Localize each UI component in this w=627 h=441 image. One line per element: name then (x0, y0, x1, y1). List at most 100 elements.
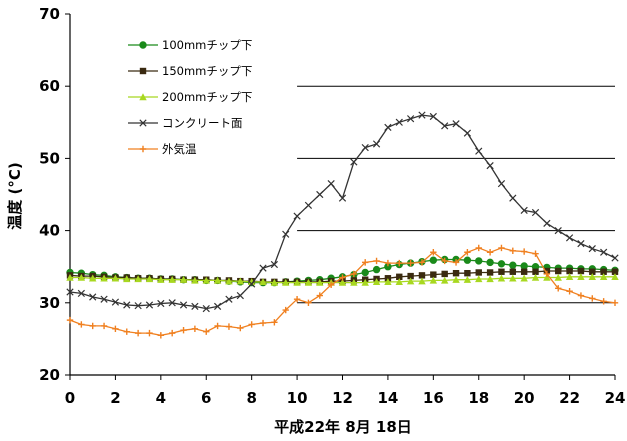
data-point (532, 268, 539, 275)
data-point (441, 122, 449, 130)
data-point (555, 285, 562, 292)
series-line (69, 247, 616, 336)
data-point (214, 322, 221, 330)
x-axis-label: 平成22年 8月 18日 (274, 418, 412, 436)
data-point (213, 302, 222, 311)
data-point (599, 273, 608, 281)
data-point (191, 302, 199, 311)
data-point (429, 256, 438, 264)
data-point (66, 273, 74, 281)
data-point (589, 268, 596, 275)
data-point (293, 212, 301, 220)
data-point (237, 324, 244, 332)
data-point (407, 259, 414, 267)
data-point (543, 273, 551, 281)
data-point (100, 322, 108, 330)
data-point (611, 268, 619, 275)
data-point (486, 161, 494, 170)
y-axis-label: 温度 (°C) (6, 162, 24, 229)
legend-marker (139, 67, 147, 75)
data-point (248, 280, 256, 288)
data-point (600, 268, 607, 275)
data-point (565, 273, 574, 281)
data-point (270, 278, 279, 286)
data-point (100, 295, 108, 303)
data-point (486, 269, 494, 276)
data-point (577, 273, 585, 281)
data-point (100, 274, 108, 282)
data-point (509, 247, 517, 255)
data-point (486, 249, 494, 256)
data-point (168, 329, 176, 337)
data-point (282, 230, 290, 238)
data-point (372, 140, 381, 148)
legend-marker (139, 93, 147, 101)
data-point (111, 298, 120, 306)
legend-label: コンクリート面 (162, 116, 243, 130)
data-point (259, 319, 267, 327)
x-tick-label: 6 (201, 389, 211, 407)
data-point (145, 275, 154, 283)
data-point (134, 329, 142, 337)
y-tick-label: 40 (39, 222, 60, 240)
data-point (509, 194, 517, 202)
data-point (554, 273, 562, 281)
data-point (475, 275, 483, 283)
data-point (497, 180, 506, 188)
x-tick-label: 2 (110, 389, 120, 407)
data-point (440, 276, 449, 284)
data-point (372, 278, 381, 286)
data-point (407, 272, 414, 280)
data-point (384, 123, 392, 131)
data-point (463, 275, 472, 283)
y-tick-label: 30 (39, 294, 60, 312)
data-point (304, 278, 313, 286)
x-tick-label: 24 (605, 389, 626, 407)
data-point (111, 274, 120, 282)
data-point (123, 301, 131, 309)
data-point (316, 278, 324, 286)
legend-label: 外気温 (162, 142, 197, 156)
data-point (520, 274, 528, 282)
x-tick-label: 14 (377, 389, 398, 407)
legend-label: 200mmチップ下 (162, 90, 252, 104)
data-point (134, 302, 142, 310)
legend-item: 外気温 (128, 142, 197, 156)
data-point (247, 278, 256, 286)
legend-marker (139, 145, 147, 153)
data-point (191, 325, 199, 332)
data-point (327, 180, 335, 188)
legend-label: 100mmチップ下 (162, 38, 252, 52)
data-point (395, 278, 403, 286)
data-point (77, 289, 85, 298)
data-point (497, 274, 506, 282)
data-point (89, 322, 96, 330)
data-point (282, 278, 290, 286)
data-point (123, 328, 130, 335)
data-point (236, 291, 244, 300)
data-point (350, 278, 358, 286)
data-point (338, 194, 347, 202)
data-point (577, 292, 585, 299)
series-5 (66, 244, 619, 339)
data-point (588, 273, 596, 281)
data-point (179, 301, 188, 309)
data-point (78, 321, 85, 328)
x-tick-label: 22 (559, 389, 580, 407)
data-point (327, 281, 335, 288)
data-point (520, 248, 528, 255)
data-point (509, 274, 517, 282)
data-point (134, 275, 142, 283)
series-layer (66, 111, 619, 339)
data-point (396, 273, 403, 281)
data-point (509, 268, 517, 275)
legend-marker (139, 119, 147, 127)
data-point (225, 323, 233, 330)
data-point (406, 277, 415, 285)
data-point (531, 208, 540, 217)
data-point (407, 115, 415, 123)
axes (65, 13, 616, 380)
data-point (464, 249, 471, 256)
data-point (611, 299, 619, 306)
